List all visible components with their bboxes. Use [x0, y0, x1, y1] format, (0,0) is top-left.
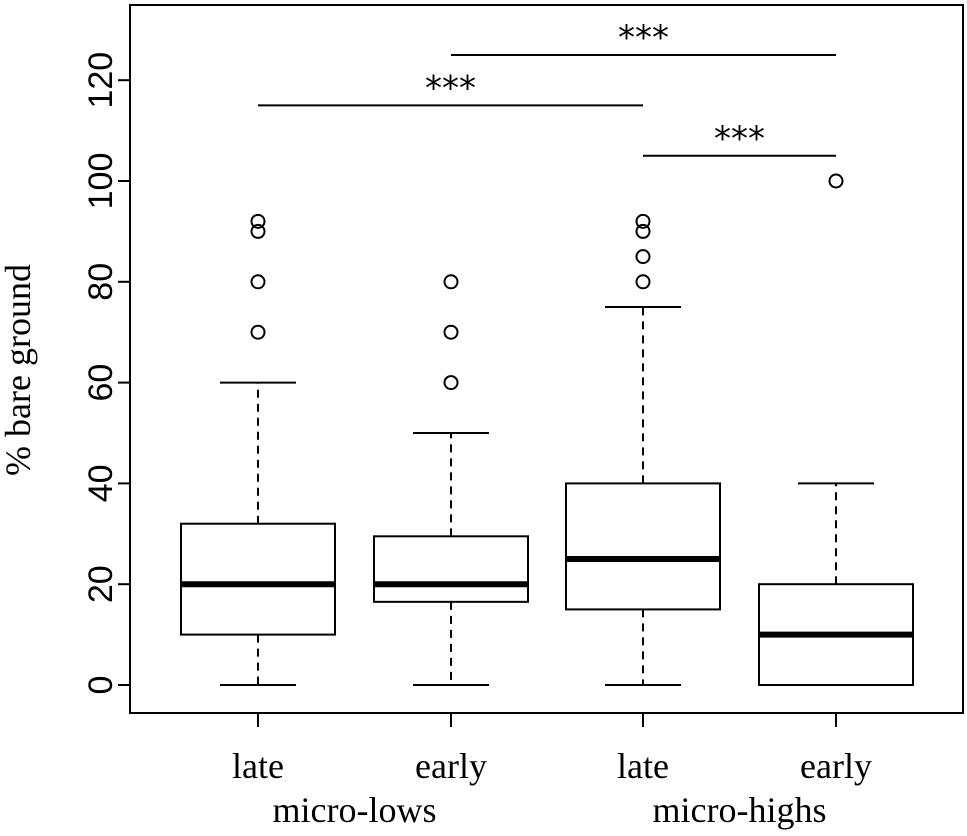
y-tick-label: 100	[82, 153, 120, 210]
outlier-point	[635, 274, 651, 290]
x-tick-label: late	[232, 746, 284, 786]
significance-label: ***	[714, 119, 765, 159]
outlier-point	[828, 173, 844, 189]
y-axis-title: % bare ground	[0, 264, 38, 476]
y-tick-label: 40	[82, 464, 120, 502]
y-tick-label: 120	[82, 52, 120, 109]
group-label: micro-lows	[273, 790, 437, 830]
y-tick-label: 0	[82, 676, 120, 695]
plot-frame	[129, 4, 964, 714]
box-2	[565, 213, 721, 686]
box-1	[373, 274, 529, 686]
outlier-point	[443, 274, 459, 290]
outlier-point	[635, 213, 651, 229]
y-tick-label: 60	[82, 364, 120, 402]
significance-label: ***	[425, 68, 476, 108]
significance-label: ***	[618, 18, 669, 58]
iqr-box	[373, 535, 529, 603]
outlier-point	[443, 324, 459, 340]
boxes-layer	[180, 173, 914, 687]
y-axis: 0 20 40 60 80 100 120	[82, 52, 130, 695]
group-label: micro-highs	[653, 790, 827, 830]
significance-layer: *** *** ***	[258, 18, 836, 159]
x-tick-label: early	[800, 746, 872, 786]
outlier-point	[250, 324, 266, 340]
outlier-point	[443, 375, 459, 391]
x-tick-label: early	[415, 746, 487, 786]
y-tick-label: 80	[82, 263, 120, 301]
outlier-point	[635, 223, 651, 239]
outlier-point	[250, 223, 266, 239]
x-tick-label: late	[617, 746, 669, 786]
iqr-box	[180, 522, 336, 636]
y-tick-label: 20	[82, 565, 120, 603]
outlier-point	[635, 249, 651, 265]
box-0	[180, 213, 336, 686]
outlier-point	[250, 274, 266, 290]
iqr-box	[565, 482, 721, 611]
outlier-point	[250, 213, 266, 229]
box-3	[758, 173, 914, 687]
